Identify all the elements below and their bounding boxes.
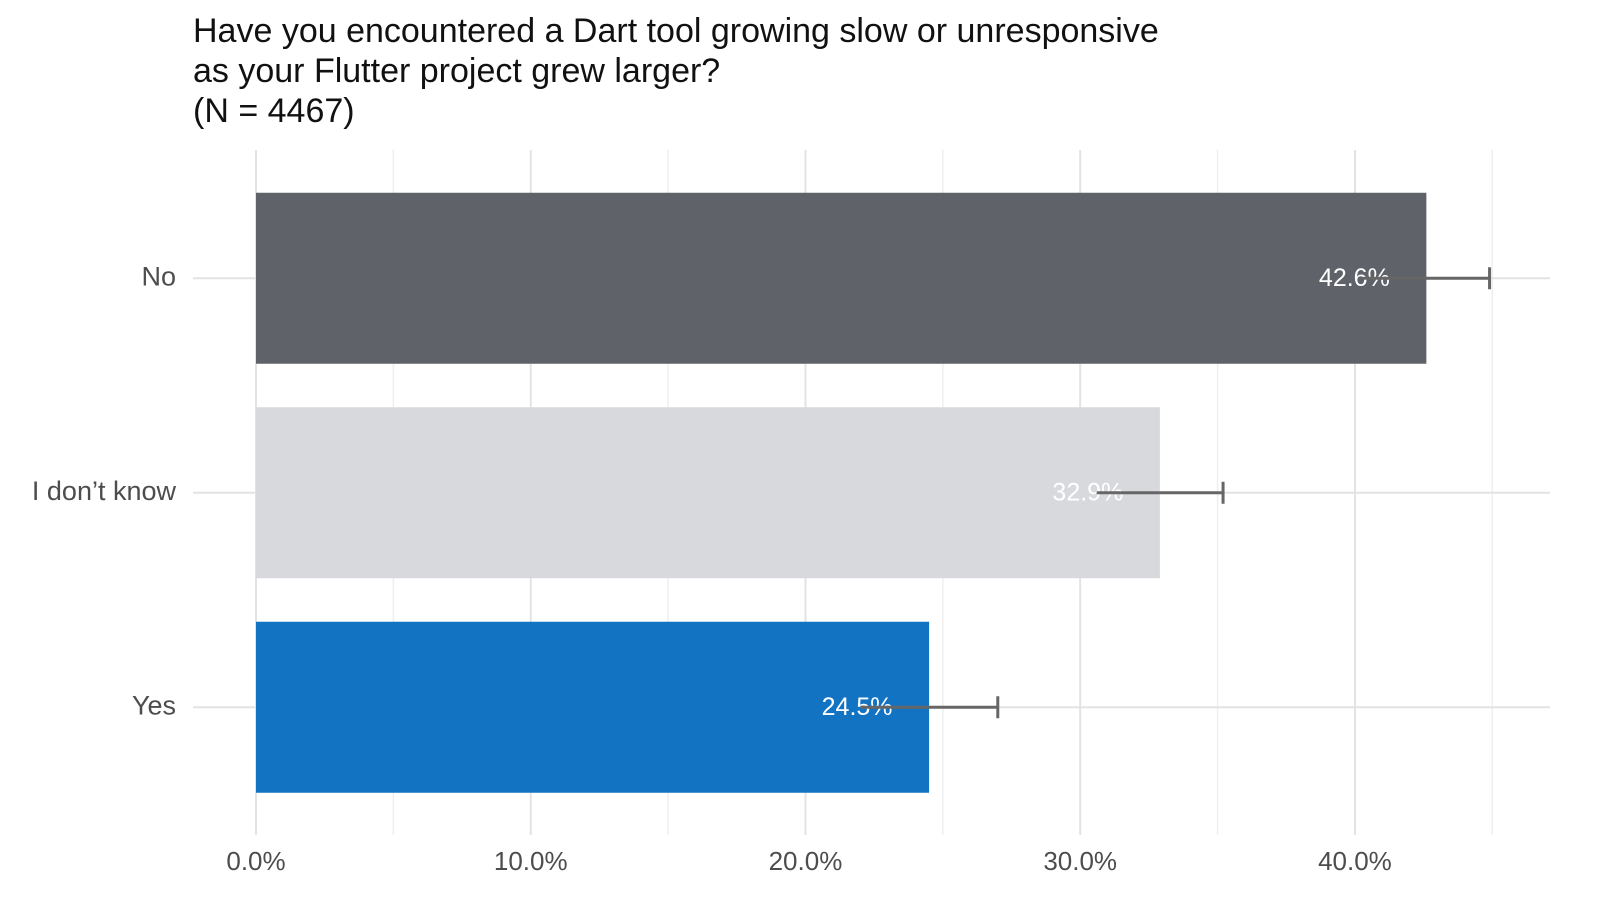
chart-title-line: Have you encountered a Dart tool growing… bbox=[193, 12, 1159, 50]
y-tick-label: I don’t know bbox=[32, 476, 177, 506]
bar bbox=[256, 407, 1160, 579]
x-tick-label: 30.0% bbox=[1043, 846, 1117, 876]
x-tick-label: 20.0% bbox=[769, 846, 843, 876]
x-tick-label: 10.0% bbox=[494, 846, 568, 876]
chart-title-line: as your Flutter project grew larger? bbox=[193, 52, 720, 90]
bar bbox=[256, 192, 1427, 364]
bar bbox=[256, 621, 930, 793]
y-tick-label: No bbox=[141, 261, 176, 291]
chart-title-line: (N = 4467) bbox=[193, 92, 355, 130]
x-tick-label: 40.0% bbox=[1318, 846, 1392, 876]
x-tick-label: 0.0% bbox=[226, 846, 285, 876]
y-tick-label: Yes bbox=[132, 690, 176, 720]
